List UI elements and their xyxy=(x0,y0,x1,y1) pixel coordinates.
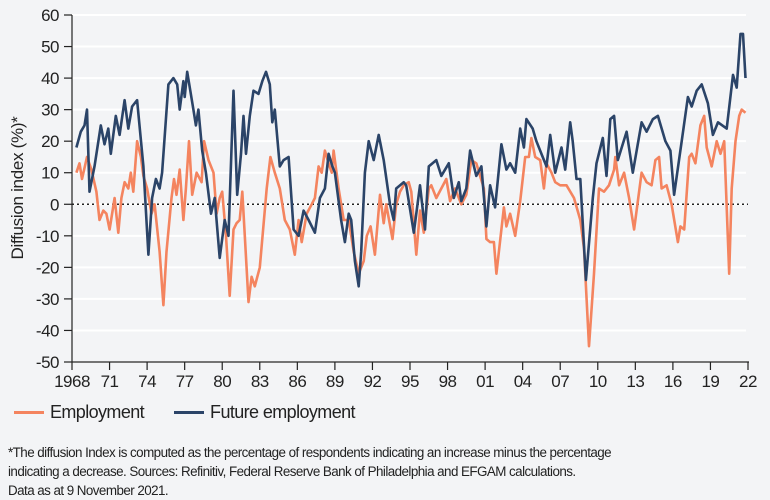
x-tick-label: 77 xyxy=(176,372,194,391)
footnote: *The diffusion Index is computed as the … xyxy=(8,443,770,500)
y-tick-label: -30 xyxy=(36,290,59,309)
y-axis-label: Diffusion index (%)* xyxy=(8,116,27,260)
footnote-line-2: indicating a decrease. Sources: Refiniti… xyxy=(8,464,576,479)
y-tick-label: 0 xyxy=(50,195,59,214)
x-tick-label: 07 xyxy=(551,372,569,391)
x-tick-label: 10 xyxy=(589,372,607,391)
y-tick-label: -50 xyxy=(36,353,59,372)
y-tick-label: 10 xyxy=(41,164,59,183)
y-tick-label: 50 xyxy=(41,38,59,57)
x-tick-label: 71 xyxy=(101,372,119,391)
legend-label-employment: Employment xyxy=(50,402,145,422)
x-tick-label: 04 xyxy=(514,372,532,391)
legend-item-employment: Employment xyxy=(14,402,145,423)
x-tick-label: 16 xyxy=(664,372,682,391)
x-tick-label: 19 xyxy=(701,372,719,391)
future-employment-swatch xyxy=(174,411,205,414)
footnote-line-1: *The diffusion Index is computed as the … xyxy=(8,445,612,460)
x-tick-label: 86 xyxy=(288,372,306,391)
legend-item-future-employment: Future employment xyxy=(174,402,356,423)
x-tick-label: 74 xyxy=(138,372,156,391)
legend: Employment Future employment xyxy=(14,402,385,423)
employment-swatch xyxy=(14,411,44,414)
x-tick-label: 80 xyxy=(213,372,231,391)
y-tick-label: -20 xyxy=(36,258,59,277)
series-lines xyxy=(75,32,747,348)
x-tick-label: 22 xyxy=(739,372,757,391)
x-tick-label: 83 xyxy=(251,372,269,391)
y-tick-label: 40 xyxy=(41,69,59,88)
series-line-future-employment xyxy=(75,32,747,288)
y-tick-label: 60 xyxy=(41,6,59,25)
x-tick-label: 1968 xyxy=(54,372,90,391)
y-tick-label: -40 xyxy=(36,321,59,340)
y-tick-label: -10 xyxy=(36,227,59,246)
legend-label-future-employment: Future employment xyxy=(210,402,355,422)
x-tick-label: 01 xyxy=(476,372,494,391)
footnote-line-3: Data as at 9 November 2021. xyxy=(8,483,169,498)
x-tick-label: 95 xyxy=(401,372,419,391)
x-tick-label: 89 xyxy=(326,372,344,391)
x-tick-label: 13 xyxy=(626,372,644,391)
x-tick-label: 98 xyxy=(439,372,457,391)
series-line-employment xyxy=(75,108,747,348)
y-tick-label: 20 xyxy=(41,132,59,151)
y-tick-label: 30 xyxy=(41,101,59,120)
x-tick-label: 92 xyxy=(363,372,381,391)
